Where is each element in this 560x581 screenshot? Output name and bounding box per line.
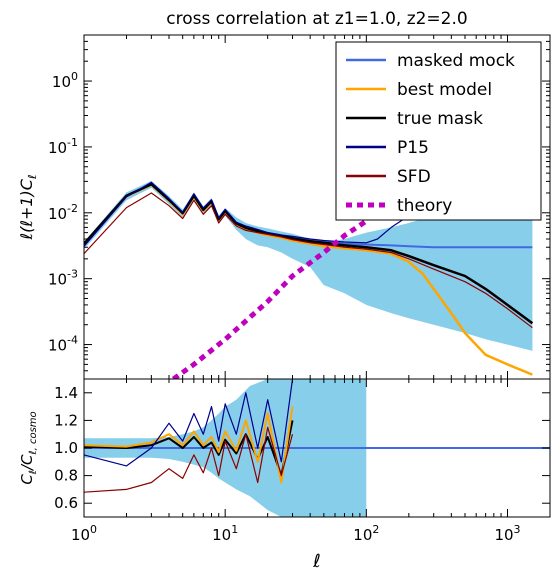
y-tick-label: 10-4 xyxy=(48,334,78,355)
chart-title: cross correlation at z1=1.0, z2=2.0 xyxy=(166,9,467,29)
legend-label-theory: theory xyxy=(397,196,452,216)
y-tick-label: 100 xyxy=(52,70,78,91)
legend-label-p15: P15 xyxy=(397,138,429,158)
series-sfd xyxy=(84,192,533,329)
series-p15 xyxy=(84,379,294,467)
top-panel-ticks: 10-4 10-3 10-2 10-1 100 xyxy=(48,34,550,380)
bottom-y-tick-label: 0.8 xyxy=(54,467,78,485)
bottom-y-tick-label: 1.2 xyxy=(54,411,78,429)
x-axis-label: ℓ xyxy=(312,551,320,572)
bottom-y-tick-label: 1.4 xyxy=(54,384,78,402)
legend: masked mock best model true mask P15 SFD theo… xyxy=(335,41,542,221)
bottom-y-tick-label: 0.6 xyxy=(54,494,78,512)
series-sfd xyxy=(84,426,294,493)
legend-label-sfd: SFD xyxy=(397,167,431,187)
bottom-y-axis-label: Cℓ/Cℓ, cosmo xyxy=(18,411,39,484)
series-true-mask xyxy=(84,420,294,477)
bottom-panel-ticks: 100 101 102 103 0.6 0.8 1.0 1.2 1.4 xyxy=(54,35,551,544)
y-tick-label: 10-1 xyxy=(48,136,78,157)
bottom-panel-line-layer xyxy=(84,379,550,493)
y-tick-label: 10-3 xyxy=(48,268,78,289)
legend-label-best-model: best model xyxy=(397,80,492,100)
x-tick-label: 103 xyxy=(494,523,520,544)
top-panel-line-layer xyxy=(84,181,534,379)
top-y-axis-label: ℓ(ℓ+1)Cℓ xyxy=(17,174,39,240)
y-tick-label: 10-2 xyxy=(48,202,78,223)
x-tick-label: 102 xyxy=(353,523,379,544)
legend-label-true-mask: true mask xyxy=(397,109,483,129)
series-p15 xyxy=(84,181,410,247)
x-tick-label: 101 xyxy=(212,523,238,544)
legend-label-masked-mock: masked mock xyxy=(397,51,515,71)
x-tick-label: 100 xyxy=(71,523,97,544)
legend-box xyxy=(335,41,542,221)
bottom-y-tick-label: 1.0 xyxy=(54,439,78,457)
series-best-model xyxy=(84,406,294,484)
